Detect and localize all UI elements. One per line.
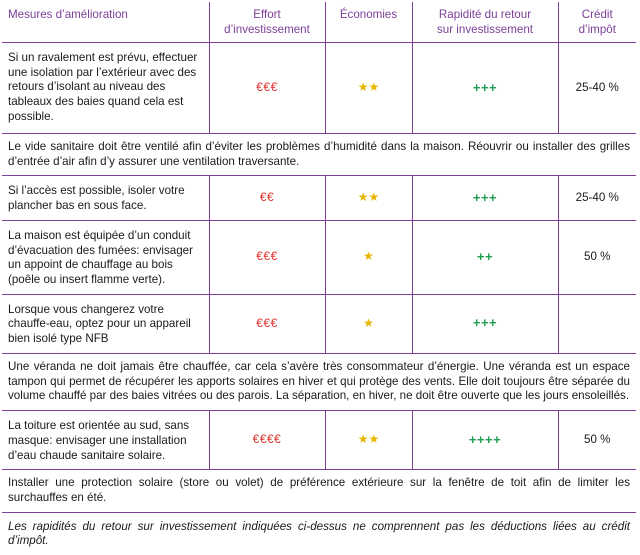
payback-rating: +++ bbox=[411, 294, 558, 354]
footnote: Les rapidités du retour sur investisseme… bbox=[8, 519, 630, 548]
savings-rating: ★★ bbox=[324, 410, 412, 471]
payback-rating: +++ bbox=[411, 42, 558, 134]
table-row: Lorsque vous changerez votre chauffe-eau… bbox=[2, 294, 636, 354]
note-row: Installer une protection solaire (store … bbox=[2, 469, 636, 513]
savings-rating: ★ bbox=[324, 294, 412, 354]
note-text: Une véranda ne doit jamais être chauffée… bbox=[2, 353, 636, 412]
effort-rating: €€€€ bbox=[208, 410, 325, 471]
savings-rating: ★★ bbox=[324, 42, 412, 134]
payback-rating: ++ bbox=[411, 220, 558, 295]
measure-text: Lorsque vous changerez votre chauffe-eau… bbox=[2, 294, 209, 354]
header-savings: Économies bbox=[324, 2, 412, 43]
savings-rating: ★★ bbox=[324, 175, 412, 221]
table-row: La toiture est orientée au sud, sans mas… bbox=[2, 410, 636, 471]
note-text: Installer une protection solaire (store … bbox=[2, 469, 636, 513]
tax-credit-value bbox=[557, 294, 636, 354]
header-row: Mesures d’amélioration Effort d’investiss… bbox=[2, 2, 636, 43]
header-measures: Mesures d’amélioration bbox=[2, 2, 209, 43]
header-effort: Effort d’investissement bbox=[208, 2, 325, 43]
tax-credit-value: 50 % bbox=[557, 410, 636, 471]
measure-text: Si un ravalement est prévu, effectuer un… bbox=[2, 42, 209, 134]
measure-text: La maison est équipée d’un conduit d’éva… bbox=[2, 220, 209, 295]
tax-credit-value: 50 % bbox=[557, 220, 636, 295]
measure-text: Si l’accès est possible, isoler votre pl… bbox=[2, 175, 209, 221]
effort-rating: €€€ bbox=[208, 294, 325, 354]
header-credit: Crédit d’impôt bbox=[557, 2, 636, 43]
note-row: Une véranda ne doit jamais être chauffée… bbox=[2, 353, 636, 412]
tax-credit-value: 25-40 % bbox=[557, 42, 636, 134]
tax-credit-value: 25-40 % bbox=[557, 175, 636, 221]
payback-rating: +++ bbox=[411, 175, 558, 221]
effort-rating: €€€ bbox=[208, 220, 325, 295]
effort-rating: €€€ bbox=[208, 42, 325, 134]
note-row: Le vide sanitaire doit être ventilé afin… bbox=[2, 133, 636, 177]
improvement-measures-page: Mesures d’amélioration Effort d’investiss… bbox=[2, 2, 636, 547]
header-payback: Rapidité du retour sur investissement bbox=[411, 2, 558, 43]
table-row: La maison est équipée d’un conduit d’éva… bbox=[2, 220, 636, 295]
note-text: Le vide sanitaire doit être ventilé afin… bbox=[2, 133, 636, 177]
effort-rating: €€ bbox=[208, 175, 325, 221]
table-row: Si un ravalement est prévu, effectuer un… bbox=[2, 42, 636, 134]
payback-rating: ++++ bbox=[411, 410, 558, 471]
savings-rating: ★ bbox=[324, 220, 412, 295]
measure-text: La toiture est orientée au sud, sans mas… bbox=[2, 410, 209, 471]
table-row: Si l’accès est possible, isoler votre pl… bbox=[2, 175, 636, 221]
footnote-row: Les rapidités du retour sur investisseme… bbox=[2, 512, 636, 555]
